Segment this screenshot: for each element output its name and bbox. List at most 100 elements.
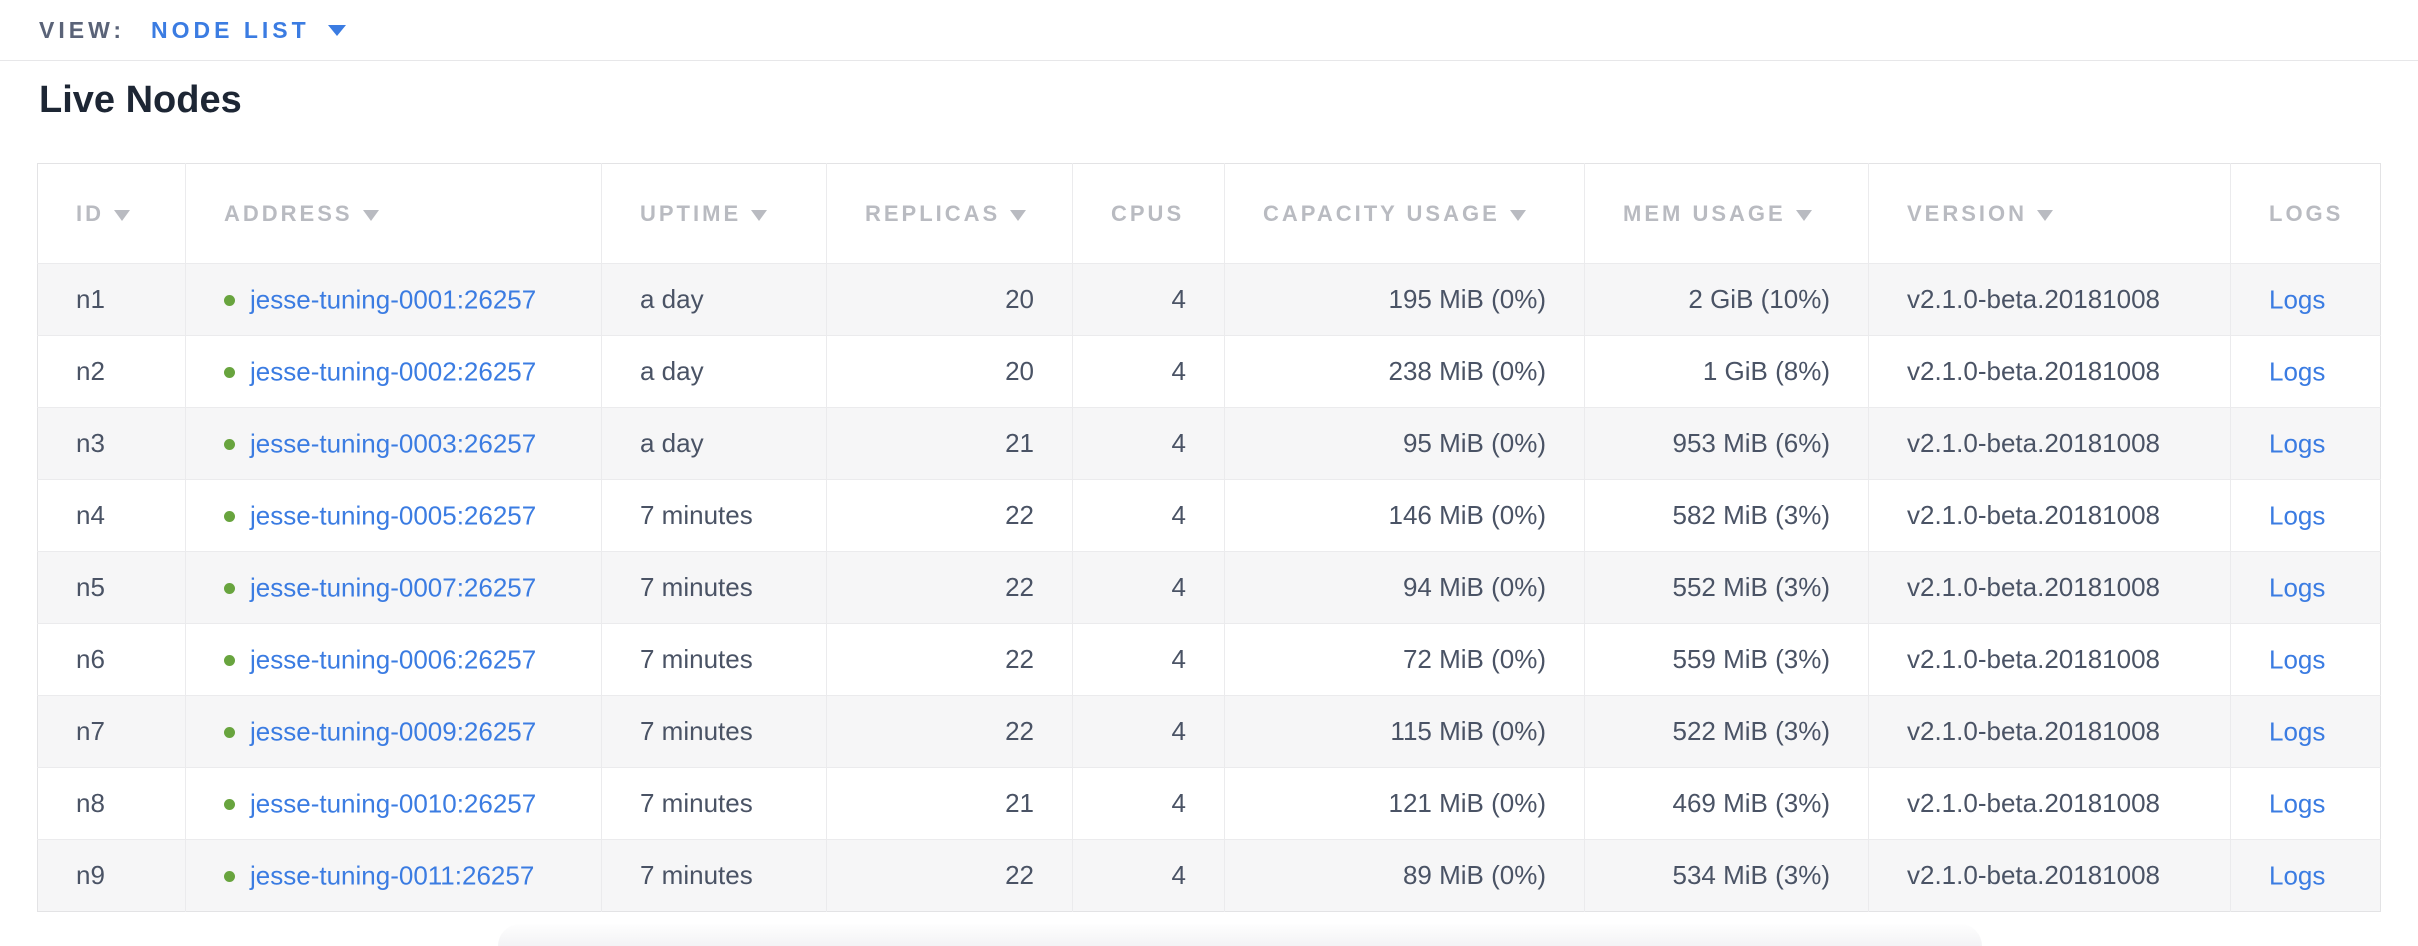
node-address-link[interactable]: jesse-tuning-0006:26257 <box>250 644 537 675</box>
node-mem-usage-cell: 582 MiB (3%) <box>1584 479 1869 552</box>
table-header-row: ID ADDRESS UPTIME REPLICAS CPUS CAPACITY… <box>37 163 2381 264</box>
node-address-link[interactable]: jesse-tuning-0001:26257 <box>250 284 537 315</box>
node-capacity-usage-cell: 146 MiB (0%) <box>1224 479 1585 552</box>
node-cpus-cell: 4 <box>1072 839 1225 912</box>
sort-desc-icon <box>362 209 379 221</box>
column-header-address[interactable]: ADDRESS <box>185 163 602 264</box>
column-header-id[interactable]: ID <box>37 163 186 264</box>
column-header-label: UPTIME <box>640 200 742 226</box>
node-cpus-cell: 4 <box>1072 263 1225 336</box>
node-logs-cell: Logs <box>2230 551 2381 624</box>
node-replicas-cell: 22 <box>826 839 1073 912</box>
node-address-link[interactable]: jesse-tuning-0005:26257 <box>250 500 537 531</box>
node-address-cell: jesse-tuning-0009:26257 <box>185 695 602 768</box>
node-address-cell: jesse-tuning-0010:26257 <box>185 767 602 840</box>
node-logs-link[interactable]: Logs <box>2269 356 2326 387</box>
column-header-label: ID <box>76 200 104 226</box>
node-logs-link[interactable]: Logs <box>2269 644 2326 675</box>
node-logs-link[interactable]: Logs <box>2269 572 2326 603</box>
node-capacity-usage-cell: 95 MiB (0%) <box>1224 407 1585 480</box>
live-nodes-table: ID ADDRESS UPTIME REPLICAS CPUS CAPACITY… <box>37 163 2381 912</box>
node-uptime-cell: 7 minutes <box>601 695 827 768</box>
node-address-link[interactable]: jesse-tuning-0007:26257 <box>250 572 537 603</box>
node-address-cell: jesse-tuning-0002:26257 <box>185 335 602 408</box>
node-mem-usage-cell: 1 GiB (8%) <box>1584 335 1869 408</box>
node-address-cell: jesse-tuning-0005:26257 <box>185 479 602 552</box>
sort-desc-icon <box>2037 209 2054 221</box>
node-logs-link[interactable]: Logs <box>2269 860 2326 891</box>
node-logs-cell: Logs <box>2230 767 2381 840</box>
node-version-cell: v2.1.0-beta.20181008 <box>1868 839 2231 912</box>
column-header-cpus: CPUS <box>1072 163 1225 264</box>
node-address-cell: jesse-tuning-0007:26257 <box>185 551 602 624</box>
node-cpus-cell: 4 <box>1072 335 1225 408</box>
node-id-cell: n2 <box>37 335 186 408</box>
node-logs-cell: Logs <box>2230 335 2381 408</box>
node-table-row: n8 jesse-tuning-0010:26257 7 minutes 21 … <box>37 767 2381 840</box>
node-logs-link[interactable]: Logs <box>2269 788 2326 819</box>
node-address-link[interactable]: jesse-tuning-0010:26257 <box>250 788 537 819</box>
column-header-label: LOGS <box>2269 200 2344 226</box>
node-address-link[interactable]: jesse-tuning-0002:26257 <box>250 356 537 387</box>
column-header-version[interactable]: VERSION <box>1868 163 2231 264</box>
column-header-capacity-usage[interactable]: CAPACITY USAGE <box>1224 163 1585 264</box>
node-logs-cell: Logs <box>2230 407 2381 480</box>
node-mem-usage-cell: 559 MiB (3%) <box>1584 623 1869 696</box>
node-live-status-icon <box>224 582 235 594</box>
node-address-cell: jesse-tuning-0011:26257 <box>185 839 602 912</box>
node-logs-cell: Logs <box>2230 839 2381 912</box>
node-address-cell: jesse-tuning-0003:26257 <box>185 407 602 480</box>
column-header-mem-usage[interactable]: MEM USAGE <box>1584 163 1869 264</box>
node-logs-link[interactable]: Logs <box>2269 428 2326 459</box>
node-uptime-cell: a day <box>601 407 827 480</box>
column-header-uptime[interactable]: UPTIME <box>601 163 827 264</box>
node-table-row: n6 jesse-tuning-0006:26257 7 minutes 22 … <box>37 623 2381 696</box>
node-table-row: n4 jesse-tuning-0005:26257 7 minutes 22 … <box>37 479 2381 552</box>
node-cpus-cell: 4 <box>1072 623 1225 696</box>
node-capacity-usage-cell: 121 MiB (0%) <box>1224 767 1585 840</box>
node-live-status-icon <box>224 798 235 810</box>
node-capacity-usage-cell: 195 MiB (0%) <box>1224 263 1585 336</box>
node-cpus-cell: 4 <box>1072 767 1225 840</box>
node-logs-link[interactable]: Logs <box>2269 716 2326 747</box>
node-version-cell: v2.1.0-beta.20181008 <box>1868 623 2231 696</box>
view-label: VIEW: <box>39 16 126 43</box>
sort-desc-icon <box>1509 209 1526 221</box>
node-uptime-cell: a day <box>601 335 827 408</box>
column-header-label: MEM USAGE <box>1623 200 1786 226</box>
node-live-status-icon <box>224 294 235 306</box>
node-table-body: n1 jesse-tuning-0001:26257 a day 20 4 19… <box>37 263 2381 912</box>
node-id-cell: n1 <box>37 263 186 336</box>
node-id-cell: n4 <box>37 479 186 552</box>
node-uptime-cell: 7 minutes <box>601 551 827 624</box>
node-live-status-icon <box>224 654 235 666</box>
chevron-down-icon <box>327 24 346 36</box>
node-table-row: n9 jesse-tuning-0011:26257 7 minutes 22 … <box>37 839 2381 912</box>
node-uptime-cell: 7 minutes <box>601 767 827 840</box>
node-uptime-cell: 7 minutes <box>601 479 827 552</box>
column-header-replicas[interactable]: REPLICAS <box>826 163 1073 264</box>
node-version-cell: v2.1.0-beta.20181008 <box>1868 335 2231 408</box>
node-mem-usage-cell: 953 MiB (6%) <box>1584 407 1869 480</box>
node-logs-link[interactable]: Logs <box>2269 500 2326 531</box>
node-address-link[interactable]: jesse-tuning-0011:26257 <box>250 860 535 891</box>
node-address-link[interactable]: jesse-tuning-0009:26257 <box>250 716 537 747</box>
node-live-status-icon <box>224 510 235 522</box>
node-replicas-cell: 22 <box>826 551 1073 624</box>
node-address-link[interactable]: jesse-tuning-0003:26257 <box>250 428 537 459</box>
node-live-status-icon <box>224 870 235 882</box>
node-mem-usage-cell: 2 GiB (10%) <box>1584 263 1869 336</box>
view-dropdown[interactable]: NODE LIST <box>151 17 346 44</box>
column-header-label: CAPACITY USAGE <box>1263 200 1500 226</box>
node-logs-cell: Logs <box>2230 479 2381 552</box>
node-cpus-cell: 4 <box>1072 479 1225 552</box>
node-replicas-cell: 20 <box>826 335 1073 408</box>
node-logs-link[interactable]: Logs <box>2269 284 2326 315</box>
node-table-row: n5 jesse-tuning-0007:26257 7 minutes 22 … <box>37 551 2381 624</box>
node-replicas-cell: 21 <box>826 407 1073 480</box>
node-live-status-icon <box>224 366 235 378</box>
node-mem-usage-cell: 534 MiB (3%) <box>1584 839 1869 912</box>
column-header-label: REPLICAS <box>865 200 1001 226</box>
node-cpus-cell: 4 <box>1072 551 1225 624</box>
